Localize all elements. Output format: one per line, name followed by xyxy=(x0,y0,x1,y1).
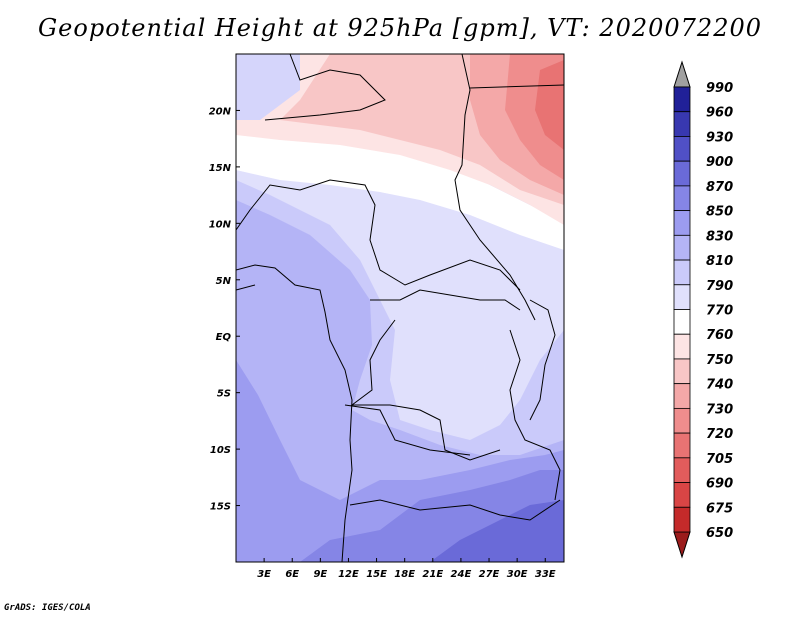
colorbar-label: 760 xyxy=(706,328,733,343)
colorbar-segment xyxy=(673,482,691,508)
colorbar-segment xyxy=(673,457,691,483)
y-tick-label: 5S xyxy=(217,389,231,400)
colorbar-segment xyxy=(673,432,691,459)
x-tick-label: 33E xyxy=(535,569,556,580)
colorbar-label: 740 xyxy=(706,378,733,393)
field-790-west xyxy=(236,54,300,120)
colorbar-over-triangle xyxy=(673,60,691,88)
colorbar-label: 650 xyxy=(706,526,733,541)
map-fields xyxy=(236,54,564,562)
y-tick-label: 5N xyxy=(216,276,232,287)
colorbar-segment xyxy=(673,111,691,137)
colorbar-label: 730 xyxy=(706,402,733,417)
field-720 xyxy=(535,60,564,150)
colorbar-label: 705 xyxy=(706,452,733,467)
colorbar-under-triangle xyxy=(673,531,691,559)
colorbar-label: 690 xyxy=(706,477,733,492)
colorbar: 990 960 930 900 870 850 830 810 790 770 760 750 740 7… xyxy=(673,60,733,559)
colorbar-segment xyxy=(673,333,691,360)
x-tick-label: 21E xyxy=(422,569,443,580)
x-tick-label: 18E xyxy=(394,569,415,580)
colorbar-label: 750 xyxy=(706,353,733,368)
x-tick-label: 27E xyxy=(479,569,500,580)
colorbar-segment xyxy=(673,234,691,261)
y-tick-label: 10S xyxy=(210,445,231,456)
y-tick-label: 15N xyxy=(209,163,232,174)
credit-text: GrADS: IGES/COLA xyxy=(4,603,91,613)
colorbar-segment xyxy=(673,506,691,533)
colorbar-segment xyxy=(673,383,691,409)
chart-title: Geopotential Height at 925hPa [gpm], VT:… xyxy=(38,14,762,42)
y-tick-label: 10N xyxy=(209,219,232,230)
colorbar-segment xyxy=(673,259,691,286)
borders xyxy=(236,54,564,562)
colorbar-label: 770 xyxy=(706,304,733,319)
x-tick-label: 15E xyxy=(366,569,387,580)
tick-group: 3E 6E 9E 12E 15E 18E 21E 24E 27E 30E 33E 20N 15N 10N 5… xyxy=(209,106,556,580)
colorbar-label: 850 xyxy=(706,205,733,220)
colorbar-segment xyxy=(673,86,691,113)
colorbar-segment xyxy=(673,136,691,162)
colorbar-label: 930 xyxy=(706,130,733,145)
colorbar-label: 900 xyxy=(706,155,733,170)
colorbar-label: 960 xyxy=(706,106,733,121)
colorbar-label: 830 xyxy=(706,229,733,244)
colorbar-label: 870 xyxy=(706,180,733,195)
colorbar-segment xyxy=(673,284,691,310)
colorbar-segment xyxy=(673,358,691,385)
colorbar-label: 990 xyxy=(706,81,733,96)
colorbar-label: 675 xyxy=(706,501,733,516)
field-900 xyxy=(430,500,564,562)
colorbar-segment xyxy=(673,185,691,212)
colorbar-segment xyxy=(673,407,691,434)
map-frame xyxy=(235,53,565,563)
colorbar-label: 720 xyxy=(706,427,733,442)
colorbar-label: 790 xyxy=(706,279,733,294)
x-tick-label: 3E xyxy=(257,569,271,580)
colorbar-segment xyxy=(673,160,691,187)
x-tick-label: 6E xyxy=(285,569,299,580)
colorbar-segment xyxy=(673,309,691,335)
colorbar-segment xyxy=(673,210,691,236)
field-770 xyxy=(236,130,564,250)
y-tick-label: 20N xyxy=(209,106,232,117)
x-tick-label: 24E xyxy=(451,569,472,580)
colorbar-label: 810 xyxy=(706,254,733,269)
y-tick-label: 15S xyxy=(210,502,231,513)
x-tick-label: 30E xyxy=(507,569,528,580)
x-tick-label: 12E xyxy=(338,569,359,580)
x-tick-label: 9E xyxy=(313,569,327,580)
y-tick-label: EQ xyxy=(216,332,232,343)
